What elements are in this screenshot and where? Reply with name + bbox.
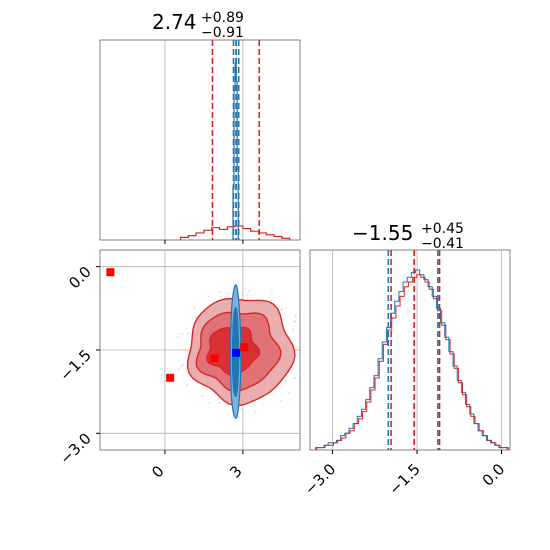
panel-hist-param2-frame	[309, 249, 511, 451]
hist2-xtick-label: −3.0	[301, 460, 339, 498]
hist2-xtick-label: 0.0	[479, 460, 509, 490]
p2d-sample-point	[218, 398, 220, 400]
p2d-sample-point	[288, 391, 290, 394]
p2d-sample-point	[178, 333, 181, 335]
hist1-step-red	[179, 225, 291, 240]
p2d-sample-point	[294, 321, 296, 323]
p2d-sample-point	[185, 349, 188, 351]
p2d-sample-point	[278, 309, 281, 312]
p2d-sample-point	[285, 307, 287, 309]
p2d-sample-point	[193, 306, 196, 309]
p2d-sample-point	[294, 377, 296, 379]
p2d-sample-point	[296, 346, 299, 349]
hist2-xtick-label: −1.5	[385, 460, 423, 498]
p2d-sample-point	[219, 290, 221, 293]
p2d-sample-point	[186, 384, 188, 386]
p2d-sample-point	[227, 293, 230, 295]
hist1-title-upper: +0.89	[201, 10, 244, 26]
p2d-sample-point	[182, 363, 185, 366]
p2d-sample-point	[281, 308, 283, 311]
p2d-markers	[106, 268, 249, 382]
p2d-sample-point	[185, 327, 187, 329]
p2d-sample-point	[271, 292, 273, 295]
p2d-sample-point	[178, 368, 180, 370]
hist2-quantile-lines	[387, 250, 441, 450]
hist1-title-lower: −0.91	[201, 25, 244, 41]
hist1-title-value: 2.74	[152, 10, 197, 34]
p2d-sample-point	[253, 403, 256, 406]
p2d-sample-point	[285, 374, 287, 377]
p2d-sample-point	[225, 403, 228, 405]
p2d-red-marker	[166, 373, 175, 382]
panel-hist-param2: −3.0 −1.5 0.0 −1.55 +0.45 −0.41	[301, 221, 511, 499]
p2d-sample-point	[181, 333, 184, 335]
p2d-sample-point	[187, 332, 189, 335]
p2d-sample-point	[240, 408, 243, 410]
p2d-xtick-label: 3	[226, 462, 245, 481]
panel-hist-param1-frame	[99, 39, 301, 241]
hist2-step-red	[316, 274, 509, 450]
p2d-sample-point	[272, 302, 275, 304]
hist2-bars	[315, 269, 509, 450]
hist2-title-upper: +0.45	[421, 221, 464, 237]
p2d-sample-point	[177, 336, 179, 339]
p2d-sample-point	[201, 395, 203, 397]
p2d-ytick-label: −1.5	[56, 346, 94, 384]
p2d-ytick-labels: 0.0 −1.5 −3.0	[56, 263, 100, 468]
p2d-sample-point	[299, 374, 302, 376]
p2d-sample-point	[207, 402, 210, 404]
hist2-title-lower: −0.41	[421, 236, 464, 252]
hist2-xtick-labels: −3.0 −1.5 0.0	[301, 450, 509, 499]
p2d-ytick-label: 0.0	[65, 263, 95, 293]
p2d-xtick-label: 0	[148, 462, 167, 481]
p2d-sample-point	[280, 400, 283, 403]
p2d-sample-point	[207, 295, 210, 298]
hist1-quantile-lines	[211, 40, 261, 240]
p2d-sample-point	[292, 328, 294, 331]
hist1-gridlines	[164, 40, 244, 244]
p2d-sample-point	[247, 290, 250, 292]
p2d-red-marker	[240, 343, 249, 352]
p2d-red-marker	[210, 354, 219, 363]
p2d-sample-point	[281, 387, 283, 390]
p2d-sample-point	[180, 365, 182, 368]
p2d-sample-point	[295, 319, 297, 322]
hist2-title-value: −1.55	[352, 221, 413, 245]
hist1-title: 2.74 +0.89 −0.91	[152, 10, 244, 41]
p2d-sample-point	[254, 411, 257, 413]
p2d-sample-point	[284, 380, 287, 382]
p2d-sample-point	[244, 288, 247, 290]
hist2-gridlines	[332, 250, 502, 450]
hist2-step-blue	[315, 269, 508, 450]
p2d-sample-point	[246, 293, 248, 296]
p2d-blue-marker	[232, 348, 241, 357]
p2d-sample-point	[218, 402, 221, 404]
p2d-ytick-label: −3.0	[56, 429, 94, 467]
p2d-sample-point	[294, 315, 297, 317]
p2d-sample-point	[246, 298, 249, 300]
hist2-title: −1.55 +0.45 −0.41	[352, 221, 464, 252]
p2d-red-marker	[106, 268, 115, 277]
panel-hist-param1: 2.74 +0.89 −0.91	[99, 10, 301, 244]
